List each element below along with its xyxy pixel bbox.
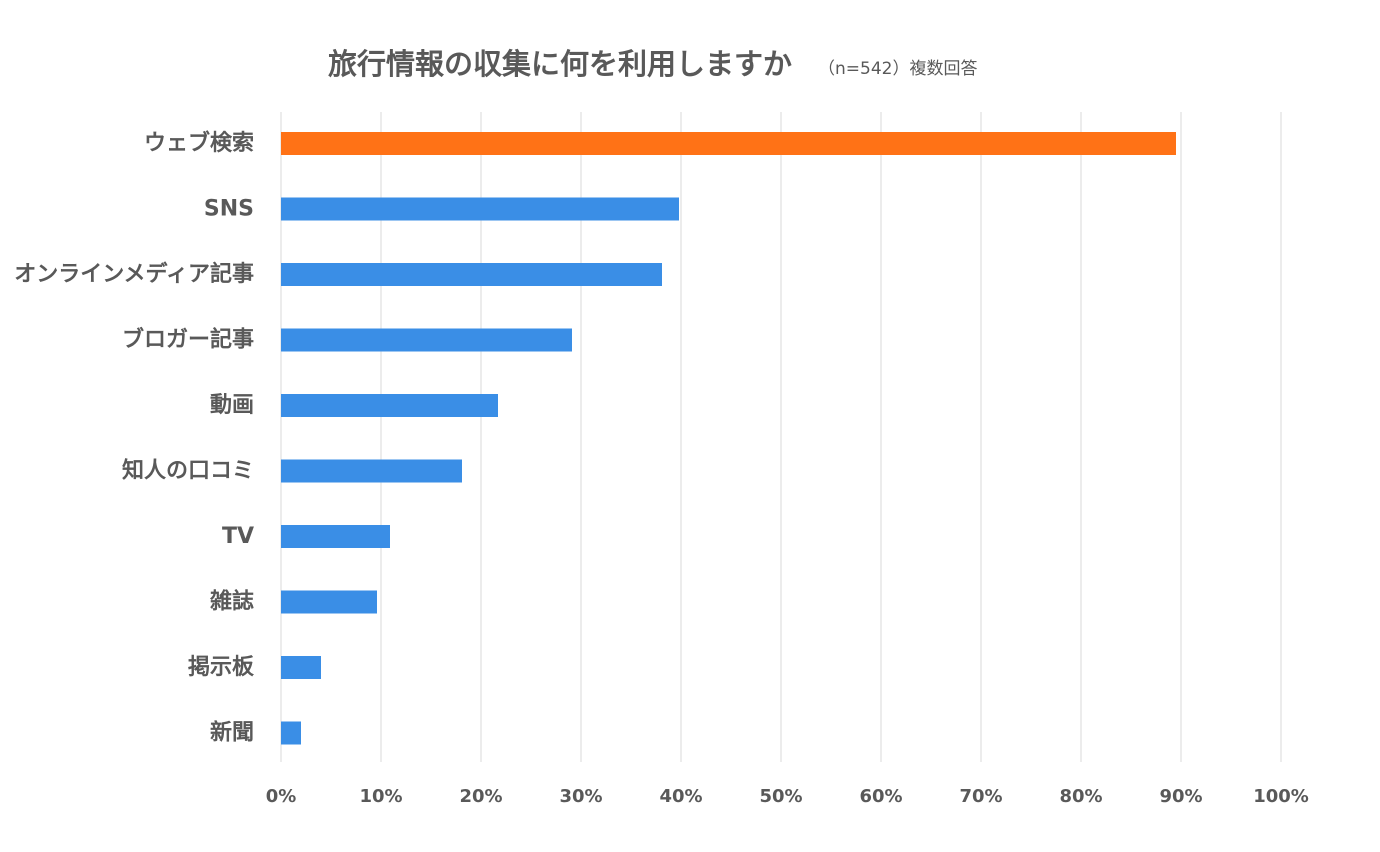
chart-title-group: 旅行情報の収集に何を利用しますか （n=542）複数回答: [328, 47, 977, 81]
category-label: SNS: [204, 197, 254, 222]
x-tick-label: 90%: [1159, 786, 1202, 807]
bar: [281, 263, 662, 286]
bar: [281, 721, 301, 745]
category-label: TV: [222, 524, 254, 549]
category-label: ブロガー記事: [122, 327, 254, 353]
bar: [281, 394, 498, 417]
x-tick-label: 60%: [859, 786, 902, 807]
x-tick-label: 70%: [959, 786, 1002, 807]
bars: [281, 132, 1176, 745]
bar: [281, 525, 390, 548]
bar: [281, 590, 377, 614]
bar: [281, 656, 321, 679]
x-tick-label: 40%: [659, 786, 702, 807]
x-tick-label: 10%: [359, 786, 402, 807]
x-tick-label: 50%: [759, 786, 802, 807]
x-tick-label: 20%: [459, 786, 502, 807]
category-label: 新聞: [210, 720, 254, 746]
x-tick-label: 80%: [1059, 786, 1102, 807]
x-tick-label: 100%: [1253, 786, 1309, 807]
category-label: 動画: [210, 393, 254, 418]
bar: [281, 132, 1176, 155]
x-axis-tick-labels: 0% 10% 20% 30% 40% 50% 60% 70% 80% 90% 100%: [266, 786, 1309, 807]
category-label: 掲示板: [188, 654, 255, 680]
x-tick-label: 30%: [559, 786, 602, 807]
category-label: オンラインメディア記事: [14, 261, 254, 287]
category-label: 雑誌: [209, 589, 254, 615]
category-label: ウェブ検索: [144, 130, 254, 156]
bar: [281, 197, 679, 221]
chart-title: 旅行情報の収集に何を利用しますか: [328, 47, 792, 81]
x-tick-label: 0%: [266, 786, 297, 807]
bar: [281, 459, 462, 483]
chart-subtitle: （n=542）複数回答: [818, 59, 977, 79]
category-label: 知人の口コミ: [122, 458, 254, 484]
bar: [281, 328, 572, 352]
